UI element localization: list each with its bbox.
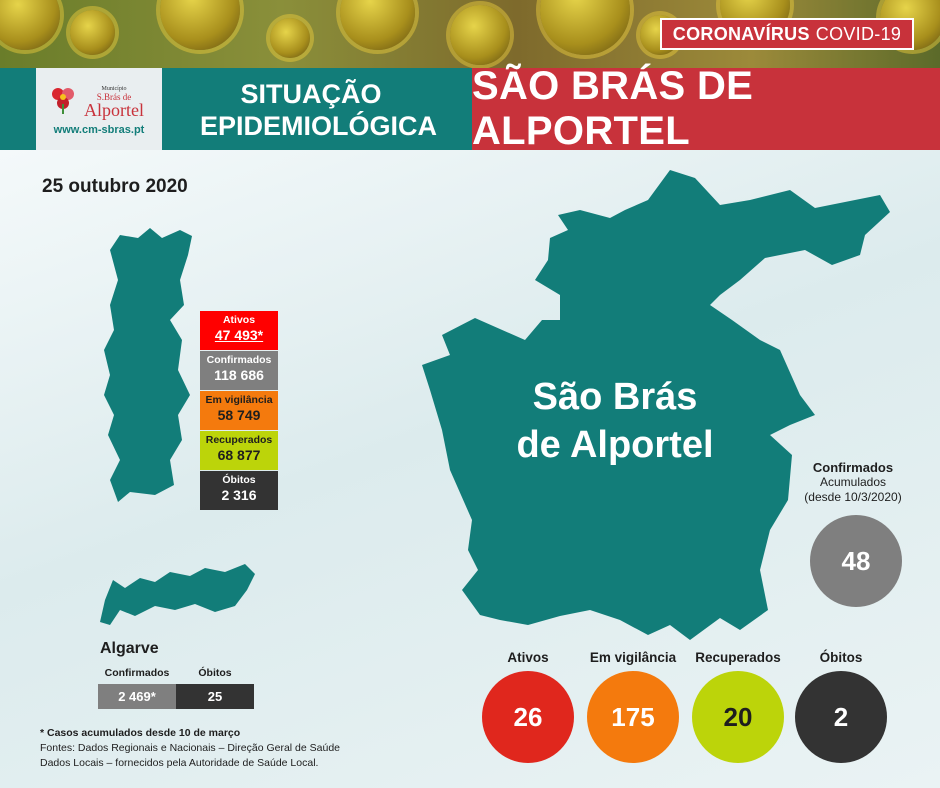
national-stat-value: 2 316 — [221, 487, 257, 503]
map-label-line1: São Brás — [532, 376, 698, 418]
situation-title: SITUAÇÃO EPIDEMIOLÓGICA — [200, 78, 438, 142]
flower-logo-icon — [52, 88, 74, 114]
national-stat-label: Confirmados — [206, 354, 272, 366]
national-stat-value: 58 749 — [217, 407, 261, 423]
national-stat-value: 68 877 — [217, 447, 261, 463]
algarve-confirmed-value: 2 469* — [98, 684, 176, 709]
local-stat-circle: 20 — [692, 671, 784, 763]
report-date: 25 outubro 2020 — [42, 176, 188, 197]
national-stat-value: 47 493* — [214, 327, 264, 343]
logo-url[interactable]: www.cm-sbras.pt — [53, 124, 145, 136]
national-stat-0: Ativos 47 493* — [200, 311, 278, 350]
algarve-deaths-label: Óbitos — [198, 667, 232, 679]
algarve-title: Algarve — [100, 640, 159, 657]
local-stat-circle: 2 — [795, 671, 887, 763]
footnote-line1: * Casos acumulados desde 10 de março — [40, 727, 241, 739]
algarve-confirmed-label: Confirmados — [104, 667, 170, 679]
national-stat-2: Em vigilância 58 749 — [200, 391, 278, 430]
situation-title-line1: SITUAÇÃO — [240, 79, 382, 109]
footnotes: * Casos acumulados desde 10 de março Fon… — [40, 726, 340, 771]
local-confirmed-title-line: Confirmados — [812, 460, 894, 475]
local-confirmed-title: Confirmados Acumulados (desde 10/3/2020) — [786, 460, 920, 505]
local-confirmed-sub1: Acumulados — [819, 475, 887, 489]
header-red-band — [472, 68, 940, 150]
sao-bras-map — [422, 170, 890, 640]
covid-tag-rest: COVID-19 — [815, 23, 902, 44]
algarve-map — [100, 564, 255, 625]
local-stat-label: Em vigilância — [589, 650, 677, 665]
covid-tag-bold: CORONAVÍRUS — [672, 23, 810, 44]
national-stat-label: Óbitos — [222, 474, 256, 486]
map-label: São Brás de Alportel — [480, 373, 750, 469]
footnote-line2: Fontes: Dados Regionais e Nacionais – Di… — [40, 742, 341, 754]
logo-line3: Alportel — [84, 100, 144, 120]
national-stat-label: Recuperados — [205, 434, 273, 446]
national-stat-4: Óbitos 2 316 — [200, 471, 278, 510]
national-stat-1: Confirmados 118 686 — [200, 351, 278, 390]
national-stat-label: Ativos — [222, 314, 256, 326]
logo-line1: Município — [101, 86, 127, 92]
page-title: SÃO BRÁS DE ALPORTEL — [472, 64, 754, 153]
algarve-deaths-value: 25 — [176, 684, 254, 709]
municipality-logo[interactable]: Município S.Brás de Alportel www.cm-sbra… — [36, 68, 162, 150]
footnote-line3: Dados Locais – fornecidos pela Autoridad… — [40, 757, 319, 769]
portugal-map — [104, 228, 192, 502]
local-confirmed-sub2: (desde 10/3/2020) — [804, 490, 902, 504]
situation-title-line2: EPIDEMIOLÓGICA — [200, 111, 438, 141]
local-stat-label: Recuperados — [695, 650, 781, 665]
national-stat-3: Recuperados 68 877 — [200, 431, 278, 470]
local-confirmed-circle: 48 — [810, 515, 902, 607]
local-stat-circle: 175 — [587, 671, 679, 763]
local-stat-label: Óbitos — [819, 650, 863, 665]
national-stat-label: Em vigilância — [205, 394, 273, 406]
local-stat-circle: 26 — [482, 671, 574, 763]
national-stat-value: 118 686 — [214, 367, 264, 383]
map-label-line2: de Alportel — [516, 424, 714, 466]
logo-line2: S.Brás de — [96, 92, 132, 102]
covid-tag: CORONAVÍRUS COVID-19 — [660, 18, 914, 50]
local-stat-label: Ativos — [507, 650, 549, 665]
